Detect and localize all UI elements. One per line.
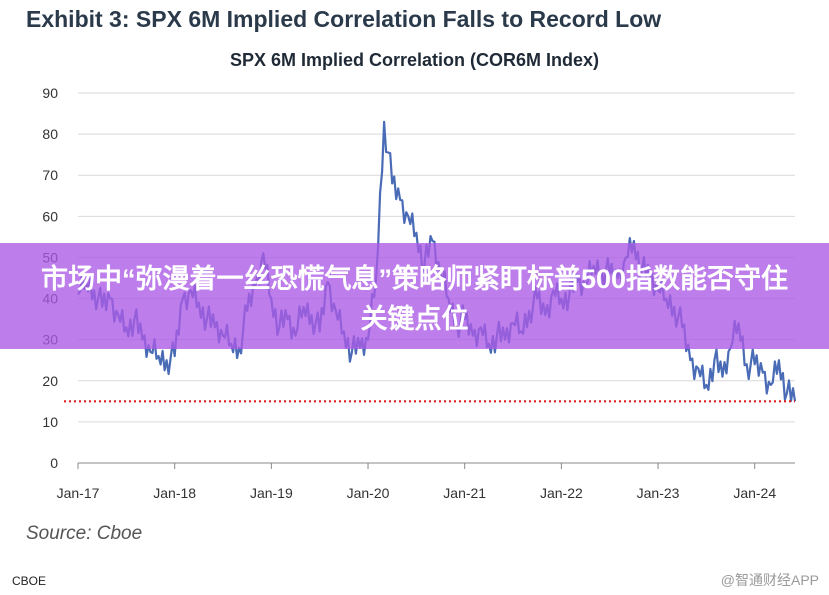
y-tick-label: 0 (50, 455, 58, 471)
x-tick-label: Jan-23 (637, 485, 680, 501)
x-tick-label: Jan-17 (57, 485, 100, 501)
headline-banner (0, 243, 829, 349)
y-tick-label: 90 (42, 85, 58, 101)
chart-title: SPX 6M Implied Correlation (COR6M Index) (229, 50, 600, 70)
x-tick-label: Jan-24 (733, 485, 776, 501)
y-tick-label: 70 (42, 167, 58, 183)
y-tick-label: 60 (42, 208, 58, 224)
source-note: Source: Cboe (26, 523, 143, 544)
x-tick-label: Jan-20 (347, 485, 390, 501)
footer-source-label: CBOE (12, 574, 47, 588)
y-tick-label: 20 (42, 373, 58, 389)
x-tick-label: Jan-22 (540, 485, 583, 501)
headline-text: 市场中“弥漫着一丝恐慌气息”策略师紧盯标普500指数能否守住关键点位 (40, 264, 789, 334)
x-tick-label: Jan-19 (250, 485, 293, 501)
watermark: @智通财经APP (720, 572, 819, 588)
exhibit-title: Exhibit 3: SPX 6M Implied Correlation Fa… (26, 6, 662, 32)
x-tick-label: Jan-18 (153, 485, 196, 501)
y-tick-label: 80 (42, 126, 58, 142)
x-axis-ticks: Jan-17 Jan-18 Jan-19 Jan-20 Jan-21 Jan-22 Jan-… (57, 463, 776, 501)
y-tick-label: 10 (42, 414, 58, 430)
x-tick-label: Jan-21 (443, 485, 486, 501)
